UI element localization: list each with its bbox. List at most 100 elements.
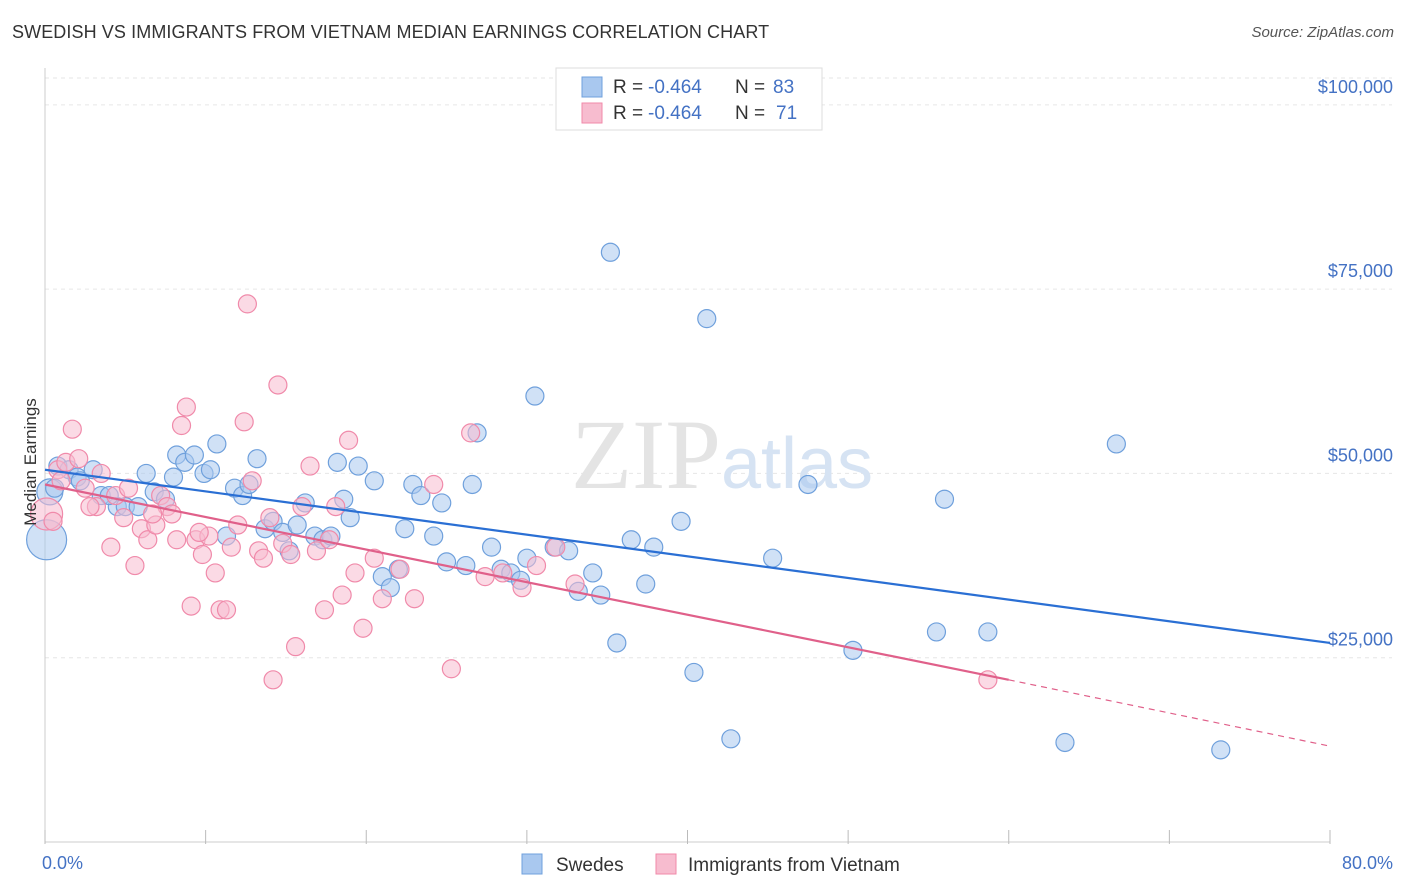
watermark-zip: ZIP [571, 399, 721, 510]
point-swedes-73 [798, 474, 818, 495]
point-vietnam-12 [125, 555, 145, 576]
y-tick-label-1: $75,000 [1328, 261, 1393, 281]
point-swedes-50 [462, 474, 482, 495]
point-swedes-25 [247, 449, 267, 469]
point-vietnam-4 [69, 449, 89, 469]
point-swedes-68 [671, 511, 691, 531]
legend-n-label-1: N = [735, 77, 770, 98]
y-axis-label: Median Earnings [21, 398, 40, 526]
chart-source: Source: ZipAtlas.com [1251, 24, 1394, 41]
point-swedes-77 [978, 622, 998, 642]
point-swedes-75 [926, 622, 947, 642]
point-swedes-20 [207, 434, 227, 454]
point-swedes-66 [636, 574, 656, 594]
point-vietnam-28 [221, 537, 241, 557]
y-tick-label-2: $50,000 [1328, 445, 1393, 465]
point-swedes-69 [684, 662, 704, 683]
legend-n-value-2: 71 [776, 103, 797, 124]
point-vietnam-35 [263, 670, 283, 690]
point-vietnam-3 [62, 419, 82, 439]
point-vietnam-19 [171, 415, 192, 436]
point-vietnam-54 [441, 659, 461, 679]
point-vietnam-30 [234, 412, 254, 432]
point-swedes-38 [348, 456, 368, 476]
y-tick-label-3: $25,000 [1328, 630, 1393, 650]
point-vietnam-67 [162, 504, 182, 524]
legend-n-value-1: 83 [773, 77, 794, 98]
point-vietnam-60 [546, 537, 566, 557]
point-vietnam-48 [353, 618, 373, 638]
point-vietnam-31 [237, 294, 257, 314]
point-vietnam-21 [181, 596, 201, 616]
series-legend-label-vietnam: Immigrants from Vietnam [688, 855, 900, 876]
point-vietnam-56 [475, 567, 495, 587]
point-swedes-79 [1106, 434, 1126, 454]
trend-line-vietnam [44, 483, 1009, 681]
point-swedes-43 [395, 519, 415, 539]
legend-r-label-1: R = [613, 77, 648, 98]
point-swedes-11 [136, 463, 156, 484]
point-vietnam-52 [404, 589, 425, 609]
point-vietnam-41 [306, 541, 327, 561]
point-vietnam-7 [91, 463, 111, 484]
trend-lines [44, 468, 1331, 747]
series-legend-label-swedes: Swedes [556, 855, 624, 876]
point-vietnam-65 [80, 497, 100, 517]
legend-swatch-swedes [581, 76, 603, 98]
point-vietnam-39 [285, 637, 306, 657]
point-vietnam-18 [167, 530, 187, 550]
series-legend-swatch-swedes [521, 853, 543, 875]
point-vietnam-11 [118, 478, 139, 498]
y-tick-label-0: $100,000 [1318, 77, 1393, 97]
point-vietnam-51 [390, 559, 410, 579]
legend-r-label-2: R = [613, 103, 648, 124]
point-swedes-78 [1055, 732, 1075, 753]
point-swedes-52 [481, 537, 502, 557]
point-swedes-37 [340, 508, 360, 528]
legend-swatch-vietnam [581, 102, 603, 124]
point-vietnam-36 [268, 375, 288, 395]
point-vietnam-25 [205, 563, 225, 583]
point-swedes-70 [697, 309, 717, 329]
point-vietnam-55 [461, 423, 481, 443]
point-vietnam-53 [424, 474, 444, 495]
point-vietnam-50 [372, 589, 392, 609]
point-vietnam-38 [281, 544, 301, 565]
point-swedes-72 [763, 548, 783, 568]
point-swedes-17 [184, 445, 204, 465]
point-vietnam-70 [292, 497, 312, 517]
point-swedes-47 [432, 493, 452, 513]
point-vietnam-32 [242, 471, 262, 491]
point-swedes-35 [327, 452, 347, 472]
point-swedes-80 [1211, 740, 1231, 760]
point-swedes-65 [621, 530, 641, 550]
point-vietnam-63 [43, 511, 63, 531]
point-swedes-46 [424, 526, 444, 546]
point-vietnam-34 [253, 548, 274, 568]
point-vietnam-69 [260, 508, 280, 528]
series-legend: Swedes Immigrants from Vietnam [521, 853, 900, 876]
point-vietnam-49 [364, 548, 384, 568]
series-legend-swatch-vietnam [655, 853, 677, 875]
point-swedes-57 [525, 386, 545, 406]
x-ticks [44, 830, 1331, 844]
point-swedes-30 [287, 515, 307, 535]
point-vietnam-20 [176, 397, 196, 417]
point-swedes-71 [721, 729, 741, 749]
point-swedes-63 [600, 242, 621, 262]
point-swedes-14 [163, 467, 184, 487]
legend-r-value-1: -0.464 [648, 77, 702, 98]
gridlines [45, 77, 1392, 659]
point-vietnam-68 [189, 522, 209, 543]
point-vietnam-44 [326, 497, 346, 517]
watermark-atlas: atlas [721, 424, 873, 504]
x-tick-label-min: 0.0% [42, 853, 83, 873]
data-points [26, 242, 1231, 760]
point-vietnam-46 [338, 430, 359, 450]
point-vietnam-10 [114, 508, 134, 528]
point-vietnam-23 [192, 544, 213, 565]
legend-r-value-2: -0.464 [648, 103, 702, 124]
x-tick-label-max: 80.0% [1342, 853, 1393, 873]
point-swedes-76 [934, 489, 955, 509]
